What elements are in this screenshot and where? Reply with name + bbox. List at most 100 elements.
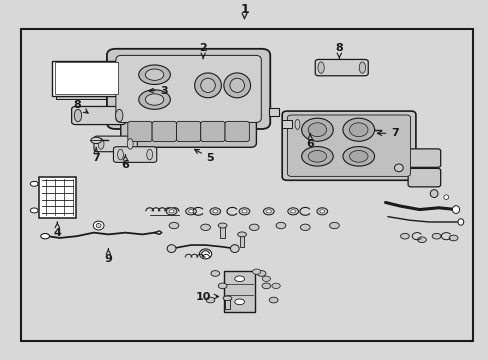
- Ellipse shape: [146, 149, 152, 160]
- Ellipse shape: [290, 210, 295, 213]
- Ellipse shape: [166, 208, 177, 215]
- Ellipse shape: [359, 62, 365, 73]
- Ellipse shape: [185, 208, 196, 215]
- Ellipse shape: [41, 234, 49, 239]
- FancyBboxPatch shape: [116, 55, 261, 122]
- Ellipse shape: [234, 299, 244, 305]
- Ellipse shape: [417, 237, 426, 243]
- Ellipse shape: [145, 69, 163, 80]
- Ellipse shape: [266, 210, 271, 213]
- Bar: [39, 177, 75, 217]
- Ellipse shape: [169, 210, 174, 213]
- FancyBboxPatch shape: [113, 147, 157, 162]
- Text: 7: 7: [92, 148, 100, 163]
- FancyBboxPatch shape: [407, 149, 440, 167]
- Bar: [52, 60, 120, 96]
- Bar: [224, 271, 255, 312]
- Ellipse shape: [117, 149, 123, 160]
- Ellipse shape: [169, 222, 179, 229]
- Ellipse shape: [194, 73, 221, 98]
- Text: 3: 3: [148, 86, 168, 96]
- FancyBboxPatch shape: [201, 121, 224, 141]
- Bar: [56, 63, 124, 99]
- Text: 8: 8: [73, 100, 88, 113]
- Ellipse shape: [209, 208, 220, 215]
- Text: 8: 8: [335, 43, 343, 59]
- Ellipse shape: [249, 224, 259, 230]
- Bar: [224, 298, 229, 309]
- Text: 5: 5: [194, 149, 214, 163]
- Ellipse shape: [201, 78, 215, 93]
- Ellipse shape: [167, 245, 176, 252]
- Ellipse shape: [237, 232, 246, 237]
- Text: 6: 6: [121, 155, 129, 170]
- FancyBboxPatch shape: [287, 115, 410, 176]
- Text: 4: 4: [53, 222, 61, 238]
- Ellipse shape: [329, 222, 339, 229]
- Ellipse shape: [294, 120, 299, 129]
- Ellipse shape: [271, 283, 280, 288]
- Ellipse shape: [317, 62, 324, 73]
- Ellipse shape: [301, 147, 332, 166]
- Ellipse shape: [74, 109, 81, 122]
- Ellipse shape: [276, 222, 285, 229]
- Ellipse shape: [263, 208, 274, 215]
- Bar: [282, 121, 291, 128]
- Ellipse shape: [301, 118, 332, 141]
- FancyBboxPatch shape: [407, 168, 440, 187]
- Ellipse shape: [230, 245, 239, 252]
- Ellipse shape: [116, 109, 122, 122]
- Ellipse shape: [93, 221, 104, 230]
- Bar: [268, 108, 278, 116]
- Ellipse shape: [252, 269, 260, 274]
- FancyBboxPatch shape: [152, 121, 176, 141]
- Ellipse shape: [223, 296, 231, 301]
- Ellipse shape: [431, 233, 440, 239]
- Bar: [239, 236, 244, 247]
- Ellipse shape: [199, 249, 211, 259]
- Ellipse shape: [349, 150, 367, 162]
- Ellipse shape: [145, 94, 163, 105]
- Ellipse shape: [448, 235, 457, 241]
- Ellipse shape: [91, 137, 102, 144]
- Ellipse shape: [201, 224, 210, 230]
- Ellipse shape: [239, 208, 249, 215]
- Text: 10: 10: [195, 292, 218, 302]
- Ellipse shape: [98, 139, 104, 149]
- Text: 7: 7: [377, 128, 398, 138]
- Ellipse shape: [287, 208, 298, 215]
- Bar: [21, 28, 472, 341]
- Ellipse shape: [342, 147, 374, 166]
- FancyBboxPatch shape: [94, 136, 137, 152]
- Ellipse shape: [257, 271, 265, 276]
- Bar: [55, 62, 118, 94]
- Text: 6: 6: [305, 133, 313, 149]
- Ellipse shape: [96, 224, 101, 228]
- Ellipse shape: [210, 271, 219, 276]
- Ellipse shape: [394, 164, 403, 172]
- Ellipse shape: [365, 127, 374, 132]
- Ellipse shape: [127, 139, 133, 149]
- FancyBboxPatch shape: [127, 121, 152, 141]
- Ellipse shape: [234, 276, 244, 282]
- Ellipse shape: [316, 208, 327, 215]
- FancyBboxPatch shape: [224, 121, 249, 141]
- Ellipse shape: [269, 297, 278, 303]
- Ellipse shape: [349, 123, 367, 137]
- Bar: [220, 227, 224, 238]
- FancyBboxPatch shape: [72, 107, 125, 125]
- Ellipse shape: [400, 233, 408, 239]
- Ellipse shape: [30, 208, 38, 213]
- FancyBboxPatch shape: [282, 111, 415, 180]
- Ellipse shape: [307, 123, 326, 137]
- Ellipse shape: [262, 276, 270, 282]
- Ellipse shape: [307, 150, 326, 162]
- Ellipse shape: [205, 297, 214, 303]
- Ellipse shape: [429, 190, 437, 198]
- Ellipse shape: [139, 90, 170, 109]
- Ellipse shape: [229, 78, 244, 93]
- Ellipse shape: [242, 210, 246, 213]
- Ellipse shape: [262, 283, 270, 289]
- Ellipse shape: [218, 223, 226, 228]
- Ellipse shape: [224, 73, 250, 98]
